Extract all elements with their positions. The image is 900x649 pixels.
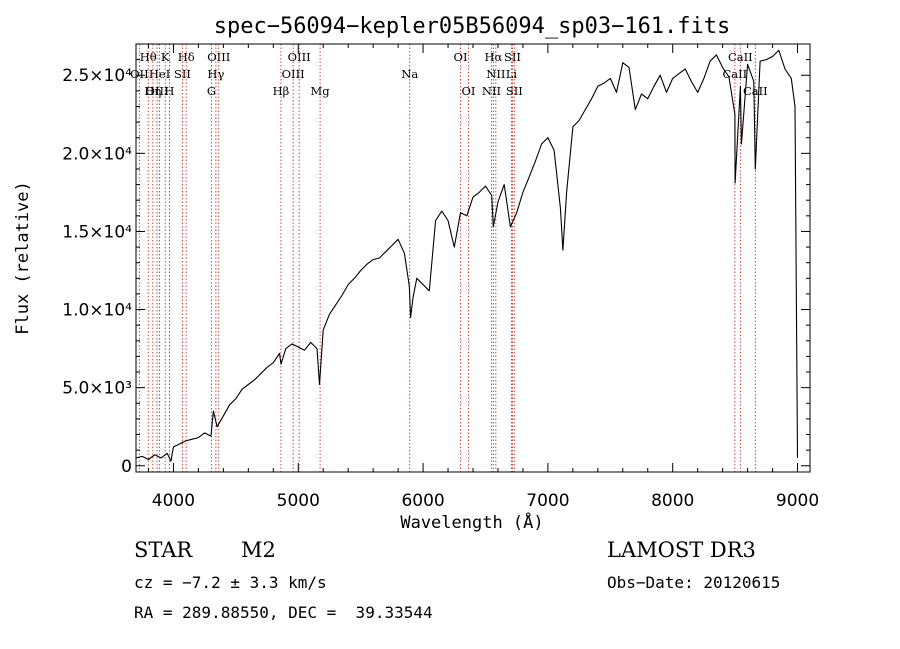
- line-label: Mg: [311, 84, 331, 98]
- x-tick-label: 4000: [152, 491, 195, 511]
- line-label: K: [161, 50, 170, 64]
- obs-date-text: Obs−Date: 20120615: [607, 573, 781, 592]
- line-label: CaII: [743, 84, 768, 98]
- line-label: SII: [174, 67, 191, 81]
- line-label: Hθ: [140, 50, 157, 64]
- line-label: Hη: [144, 84, 161, 98]
- y-tick-label: 0: [121, 457, 132, 477]
- line-marker-layer: [138, 44, 756, 472]
- y-tick-label: 5.0×10³: [62, 379, 132, 399]
- x-tick-label: 6000: [401, 491, 444, 511]
- line-label: Hδ: [178, 50, 195, 64]
- y-tick-label: 1.5×10⁴: [62, 222, 132, 242]
- x-tick-label: 9000: [776, 491, 819, 511]
- line-label: OI: [462, 84, 476, 98]
- line-label: SII: [506, 84, 523, 98]
- line-label: Na: [401, 67, 418, 81]
- x-axis-label: Wavelength (Å): [400, 511, 543, 533]
- line-label: NII: [482, 84, 501, 98]
- chart-title: spec−56094−kepler05B56094_sp03−161.fits: [214, 14, 731, 39]
- survey-name: LAMOST DR3: [607, 538, 756, 562]
- x-tick-label: 8000: [651, 491, 694, 511]
- line-label: OII: [130, 67, 149, 81]
- y-axis-label: Flux (relative): [13, 181, 33, 335]
- object-subclass: M2: [241, 538, 276, 562]
- object-class: STAR: [134, 538, 193, 562]
- line-label: OIII: [288, 50, 311, 64]
- x-tick-label: 7000: [526, 491, 569, 511]
- line-label: CaII: [728, 50, 753, 64]
- spectrum-line: [135, 49, 799, 462]
- y-tick-label: 2.5×10⁴: [62, 66, 132, 86]
- line-label: OI: [454, 50, 468, 64]
- y-tick-label: 2.0×10⁴: [62, 144, 132, 164]
- line-label: H: [164, 84, 174, 98]
- line-label: G: [207, 84, 216, 98]
- line-label: Hα: [484, 50, 502, 64]
- line-label: Hγ: [207, 67, 224, 81]
- plot-frame: [135, 43, 811, 473]
- line-label: HeI: [149, 67, 170, 81]
- line-label: NII: [486, 67, 505, 81]
- line-label: CaII: [722, 67, 747, 81]
- line-label: Hβ: [273, 84, 290, 98]
- line-label: OIII: [282, 67, 305, 81]
- line-label: SII: [504, 50, 521, 64]
- x-tick-label: 5000: [277, 491, 320, 511]
- y-tick-label: 1.0×10⁴: [62, 301, 132, 321]
- tick-layer: 4000 5000 6000 7000 8000 9000 0 5.0×10³ 1.0×10⁴ 1…: [62, 44, 819, 511]
- series-layer: [135, 49, 799, 462]
- line-label: OIII: [207, 50, 230, 64]
- redshift-text: cz = −7.2 ± 3.3 km/s: [134, 573, 327, 592]
- coordinates-text: RA = 289.88550, DEC = 39.33544: [134, 603, 433, 622]
- line-label: Li: [506, 67, 518, 81]
- line-label: OIII: [146, 84, 169, 98]
